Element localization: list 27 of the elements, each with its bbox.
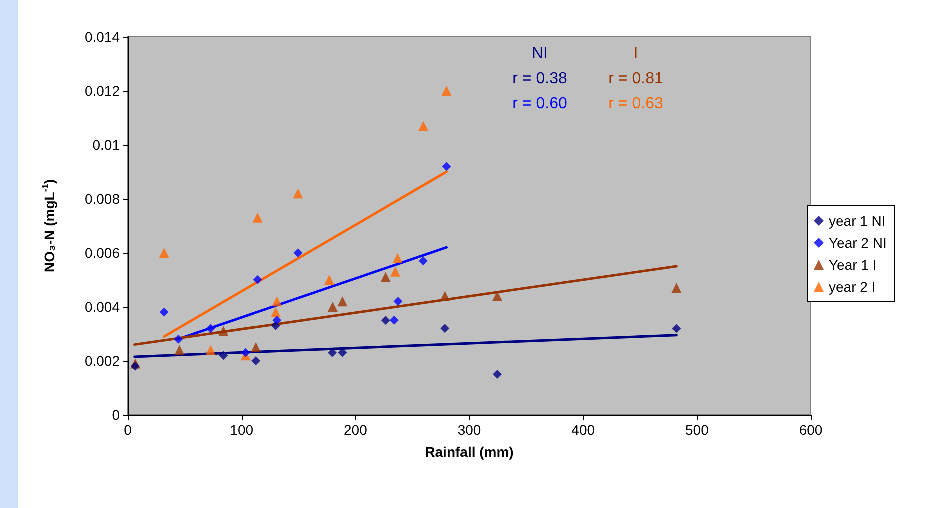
annotation: r = 0.81 — [608, 70, 664, 88]
x-tick-label: 0 — [124, 422, 132, 438]
legend-label: Year 2 NI — [829, 235, 887, 251]
y-tick-label: 0 — [112, 407, 120, 423]
y-tick-label: 0.004 — [84, 299, 120, 315]
x-tick-label: 200 — [344, 422, 368, 438]
legend-label: Year 1 I — [829, 257, 877, 273]
annotation: r = 0.38 — [512, 70, 568, 88]
y-tick-label: 0.012 — [84, 83, 120, 99]
annotation: I — [634, 46, 638, 62]
legend-label: year 1 NI — [829, 213, 886, 229]
y-tick-label: 0.01 — [92, 137, 120, 153]
legend-label: year 2 I — [829, 279, 876, 295]
y-tick-label: 0.002 — [84, 353, 120, 369]
y-tick-label: 0.014 — [84, 29, 120, 45]
x-axis-title: Rainfall (mm) — [425, 444, 514, 460]
x-tick-label: 300 — [458, 422, 482, 438]
annotation: r = 0.60 — [512, 96, 568, 112]
x-tick-label: 100 — [230, 422, 254, 438]
x-tick-label: 600 — [799, 422, 823, 438]
y-tick-label: 0.006 — [84, 245, 120, 261]
x-tick-label: 400 — [572, 422, 596, 438]
y-axis-title: NO₃-N (mgL-1) — [40, 179, 58, 273]
y-tick-label: 0.008 — [84, 191, 120, 207]
x-tick-label: 500 — [685, 422, 710, 438]
annotation: NI — [532, 46, 548, 62]
annotation: r = 0.63 — [608, 96, 664, 112]
